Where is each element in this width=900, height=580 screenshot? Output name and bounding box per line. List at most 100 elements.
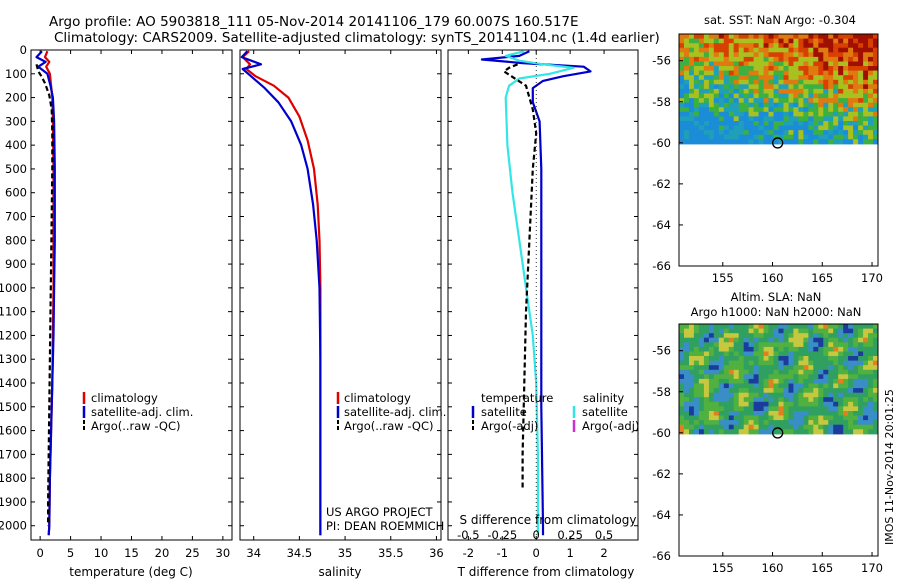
map-cell bbox=[793, 102, 799, 108]
map-cell bbox=[843, 61, 849, 67]
map-cell bbox=[738, 411, 745, 417]
x-tick-label: 2 bbox=[600, 546, 607, 560]
map-cell bbox=[853, 365, 859, 371]
map-cell bbox=[853, 378, 859, 384]
map-cell bbox=[743, 415, 750, 421]
map-cell bbox=[803, 88, 809, 94]
map-cell bbox=[738, 374, 745, 380]
map-cell bbox=[703, 47, 710, 53]
map-cell bbox=[698, 429, 705, 435]
map-cell bbox=[753, 328, 760, 334]
map-cell bbox=[793, 121, 799, 127]
map-cell bbox=[743, 56, 750, 62]
depth-tick-label: 2000 bbox=[0, 519, 27, 533]
map-sla-title-1: Altim. SLA: NaN bbox=[731, 290, 822, 304]
map-cell bbox=[728, 61, 735, 67]
map-cell bbox=[748, 429, 755, 435]
map-cell bbox=[693, 121, 700, 127]
map-cell bbox=[818, 415, 824, 421]
map-cell bbox=[733, 365, 740, 371]
map-cell bbox=[793, 75, 799, 81]
series-line-dash bbox=[502, 63, 538, 490]
series-line-blue bbox=[480, 50, 592, 536]
map-cell bbox=[733, 52, 740, 58]
map-cell bbox=[788, 116, 794, 122]
map-cell bbox=[748, 56, 755, 62]
map-cell bbox=[873, 125, 879, 131]
map-cell bbox=[803, 383, 809, 389]
map-cell bbox=[778, 125, 784, 131]
map-sla-title-2: Argo h1000: NaN h2000: NaN bbox=[691, 305, 862, 319]
map-cell bbox=[823, 411, 829, 417]
map-cell bbox=[863, 429, 869, 435]
map-cell bbox=[713, 56, 720, 62]
map-cell bbox=[838, 75, 844, 81]
map-cell bbox=[828, 79, 834, 85]
map-cell bbox=[758, 43, 765, 49]
map-cell bbox=[698, 383, 705, 389]
map-cell bbox=[783, 324, 789, 330]
map-cell bbox=[873, 328, 879, 334]
map-cell bbox=[823, 337, 829, 343]
map-cell bbox=[743, 360, 750, 366]
map-cell bbox=[838, 61, 844, 67]
map-cell bbox=[798, 84, 804, 90]
map-cell bbox=[773, 342, 779, 348]
map-cell bbox=[798, 98, 804, 104]
map-cell bbox=[763, 420, 770, 426]
map-cell bbox=[679, 47, 685, 53]
map-cell bbox=[733, 415, 740, 421]
map-cell bbox=[728, 388, 735, 394]
map-cell bbox=[778, 378, 784, 384]
map-cell bbox=[698, 43, 705, 49]
map-cell bbox=[848, 424, 854, 430]
map-cell bbox=[733, 420, 740, 426]
map-cell bbox=[698, 66, 705, 72]
difference-plot: -2 -1 0 1 2-0.5 -0.25 0 0.25 0.5 bbox=[457, 50, 613, 560]
map-cell bbox=[693, 337, 700, 343]
map-cell bbox=[758, 424, 765, 430]
map-cell bbox=[818, 369, 824, 375]
map-cell bbox=[813, 374, 819, 380]
map-cell bbox=[698, 111, 705, 117]
map-cell bbox=[753, 429, 760, 435]
map-cell bbox=[818, 125, 824, 131]
map-cell bbox=[778, 93, 784, 99]
series-line-blue bbox=[35, 50, 56, 536]
map-cell bbox=[833, 75, 839, 81]
temperature-axes bbox=[30, 49, 233, 541]
map-cell bbox=[843, 392, 849, 398]
map-cell bbox=[679, 383, 685, 389]
map-cell bbox=[693, 383, 700, 389]
map-cell bbox=[763, 401, 770, 407]
map-cell bbox=[743, 342, 750, 348]
map-cell bbox=[813, 328, 819, 334]
map-cell bbox=[768, 43, 774, 49]
map-cell bbox=[848, 351, 854, 357]
map-cell bbox=[693, 75, 700, 81]
map-cell bbox=[783, 125, 789, 131]
map-cell bbox=[693, 43, 700, 49]
map-cell bbox=[733, 134, 740, 140]
map-cell bbox=[768, 47, 774, 53]
map-cell bbox=[693, 102, 700, 108]
map-cell bbox=[798, 38, 804, 44]
map-cell bbox=[808, 70, 814, 76]
map-cell bbox=[748, 392, 755, 398]
map-cell bbox=[773, 93, 779, 99]
map-cell bbox=[679, 388, 685, 394]
legend-label: satellite bbox=[481, 405, 527, 419]
map-cell bbox=[783, 61, 789, 67]
map-cell bbox=[823, 378, 829, 384]
map-cell bbox=[853, 406, 859, 412]
map-cell bbox=[738, 365, 745, 371]
map-cell bbox=[818, 378, 824, 384]
map-cell bbox=[684, 333, 690, 339]
map-cell bbox=[873, 356, 879, 362]
map-cell bbox=[708, 134, 715, 140]
map-cell bbox=[703, 61, 710, 67]
map-cell bbox=[863, 424, 869, 430]
map-cell bbox=[728, 378, 735, 384]
map-cell bbox=[748, 415, 755, 421]
map-cell bbox=[788, 424, 794, 430]
